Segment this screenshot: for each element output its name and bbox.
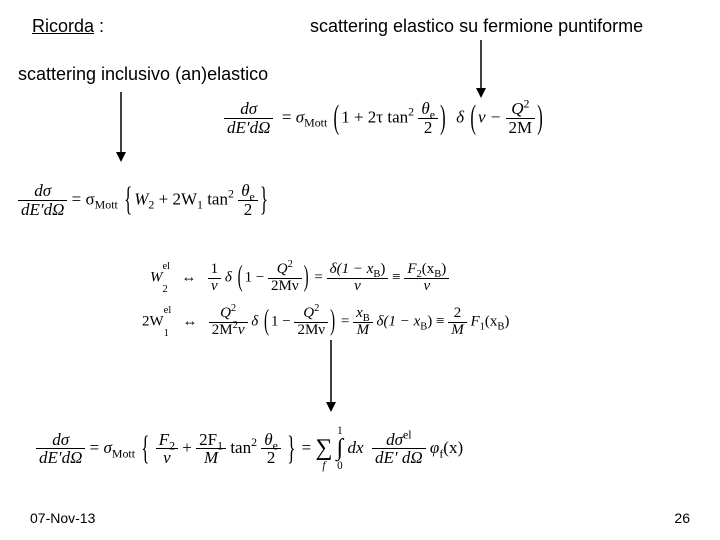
equation-final: dσdE′dΩ = σMott { F2ν + 2F1M tan2 θe2 } … [36, 426, 463, 472]
arrow-top-right [474, 40, 488, 98]
ricorda-colon: : [94, 16, 104, 36]
arrow-bottom [324, 340, 338, 412]
ricorda-text: Ricorda [32, 16, 94, 36]
arrow-left-down [114, 92, 128, 162]
header-right: scattering elastico su fermione puntifor… [310, 16, 643, 37]
header-left: Ricorda : [32, 16, 104, 37]
equation-w2: Wel2 ↔ 1ν δ (1 − Q22Mν) = δ(1 − xB)ν ≡ F… [150, 262, 449, 295]
sub-left: scattering inclusivo (an)elastico [18, 64, 268, 85]
footer-page: 26 [674, 510, 690, 526]
footer-date: 07-Nov-13 [30, 510, 95, 526]
equation-elastic: dσdE′dΩ = σMott (1 + 2τ tan2 θe2) δ (ν −… [224, 100, 545, 137]
equation-inclusive: dσdE′dΩ = σMott {W2 + 2W1 tan2 θe2} [18, 182, 270, 219]
equation-w1: 2Wel1 ↔ Q22M2ν δ (1 − Q22Mν) = xBM δ(1 −… [142, 306, 509, 339]
